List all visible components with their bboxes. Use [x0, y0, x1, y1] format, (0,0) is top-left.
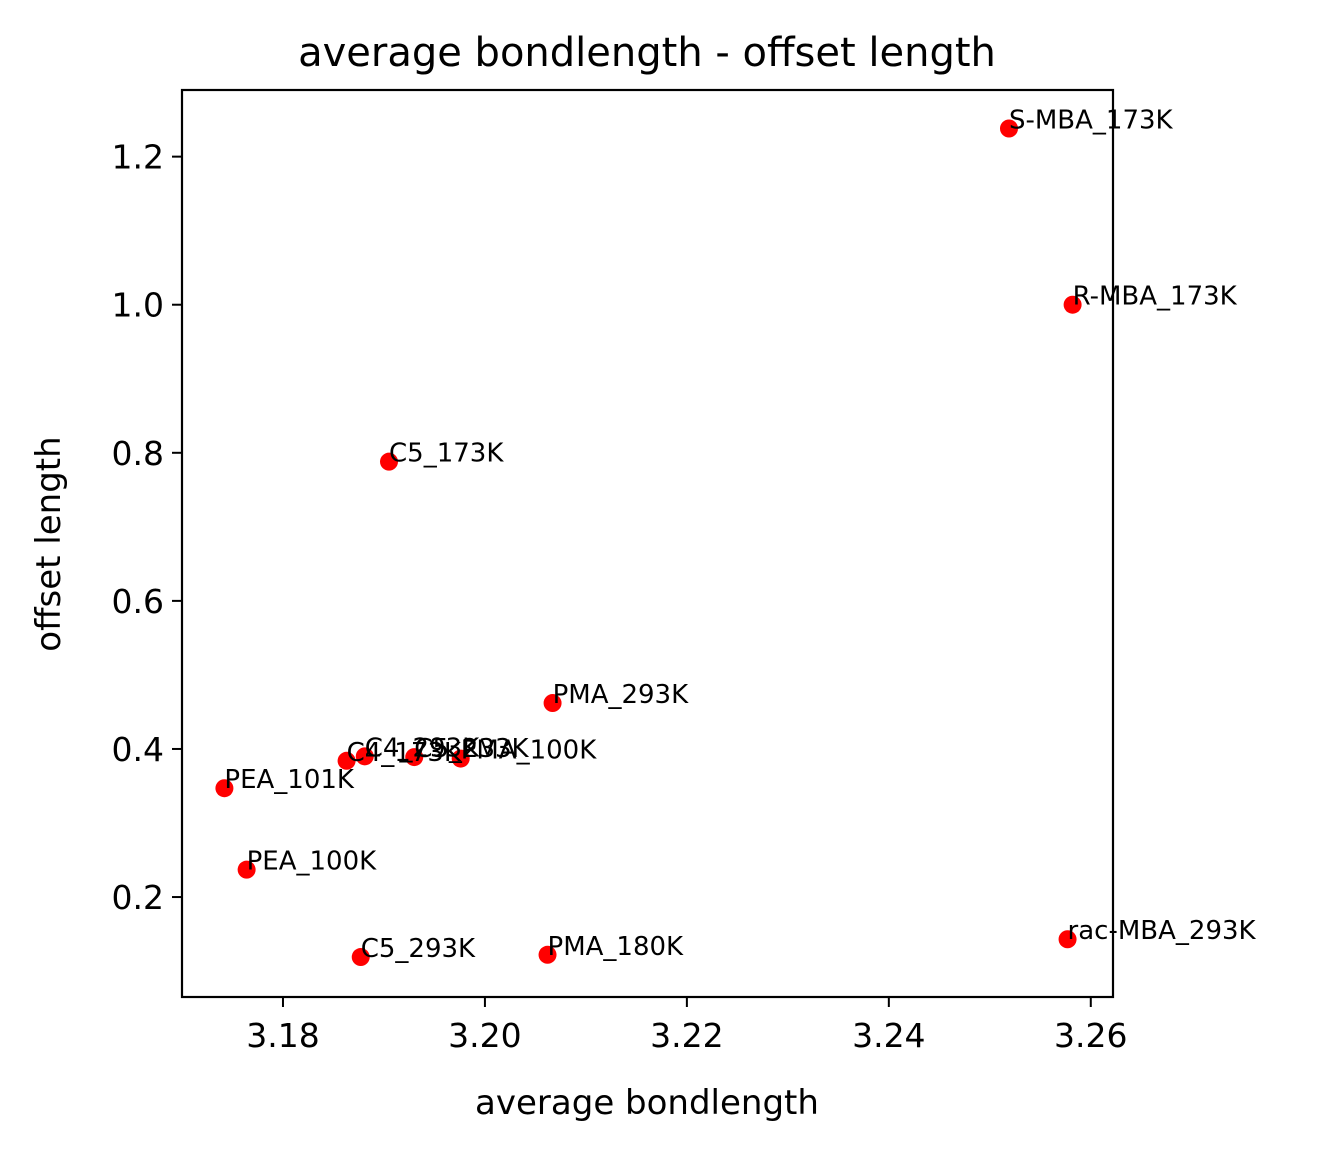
data-point	[543, 694, 562, 713]
y-tick-label: 1.0	[112, 286, 164, 325]
data-point	[351, 948, 370, 967]
data-point-label: PMA_293K	[553, 680, 690, 710]
data-point	[380, 452, 399, 471]
x-axis-label: average bondlength	[475, 1083, 819, 1123]
data-point-label: C4_173K	[347, 738, 462, 768]
data-point	[355, 747, 374, 766]
axis-ticks: 3.18 3.20 3.22 3.24 3.26 0.2 0.4 0.6 0.8 1.0 1.2	[112, 138, 1128, 1055]
chart-title: average bondlength - offset length	[298, 30, 996, 76]
data-point-label: PEA_101K	[224, 765, 355, 795]
data-point	[405, 748, 424, 767]
data-point	[999, 119, 1018, 138]
plot-frame	[180, 88, 1115, 999]
y-tick-label: 0.6	[112, 582, 164, 621]
x-tick-label: 3.24	[852, 1016, 925, 1055]
x-tick-label: 3.22	[650, 1016, 723, 1055]
data-point-label: rac-MBA_293K	[1068, 916, 1257, 946]
data-point	[1058, 930, 1077, 949]
data-point	[337, 751, 356, 770]
y-axis-label: offset length	[29, 436, 69, 651]
data-point-label: C4_293K	[365, 733, 480, 763]
point-labels: S-MBA_173K R-MBA_173K C5_173K PMA_293K C4_17…	[224, 106, 1256, 965]
x-tick-label: 3.18	[246, 1016, 319, 1055]
x-tick-label: 3.20	[448, 1016, 521, 1055]
data-point	[1063, 295, 1082, 314]
data-points	[215, 119, 1082, 967]
y-tick-label: 0.8	[112, 434, 164, 473]
data-point	[451, 749, 470, 768]
y-tick-label: 0.4	[112, 730, 164, 769]
data-point-label: R-MBA_173K	[1073, 282, 1238, 312]
data-point-label: C5_293K	[361, 934, 476, 964]
data-point-label: C5_233K	[414, 734, 529, 764]
y-tick-label: 1.2	[112, 138, 164, 177]
y-tick-label: 0.2	[112, 878, 164, 917]
data-point-label: S-MBA_173K	[1009, 106, 1174, 136]
data-point	[215, 779, 234, 798]
data-point-label: PMA_180K	[548, 932, 685, 962]
data-point-label: PMA_100K	[461, 736, 598, 766]
data-point	[237, 860, 256, 879]
data-point-label: C5_173K	[389, 439, 504, 469]
data-point	[538, 945, 557, 964]
x-tick-label: 3.26	[1054, 1016, 1127, 1055]
data-point-label: PEA_100K	[247, 847, 378, 877]
